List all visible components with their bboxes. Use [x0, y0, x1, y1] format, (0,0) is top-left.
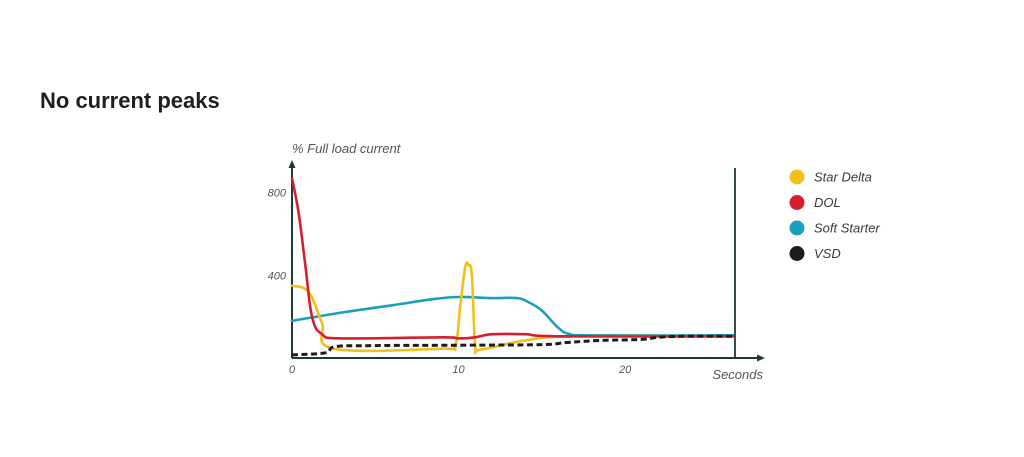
axis-ticks: 800 400 0 10 20 [268, 188, 632, 376]
legend-label: Star Delta [814, 170, 872, 185]
series-line-soft-starter [290, 295, 735, 337]
x-tick-label: 20 [618, 364, 632, 376]
series-line-dol [290, 176, 735, 340]
page-title: No current peaks [40, 88, 220, 113]
legend-label: VSD [814, 246, 841, 261]
x-axis-label: Seconds [712, 367, 763, 382]
x-axis-arrow [757, 354, 765, 362]
legend-label: DOL [814, 195, 841, 210]
y-tick-label: 400 [268, 270, 287, 282]
y-tick-label: 800 [268, 188, 287, 200]
x-tick-label: 10 [452, 364, 465, 376]
legend-swatch-star-delta [789, 169, 805, 185]
legend-label: Soft Starter [814, 221, 880, 236]
legend-swatch-soft-starter [789, 220, 805, 236]
legend-swatch-vsd [789, 246, 805, 261]
y-axis-arrow [288, 160, 296, 168]
legend-swatch-dol [789, 195, 805, 210]
y-axis-label: % Full load current [292, 141, 402, 156]
chart-axes: % Full load current Seconds [288, 141, 765, 382]
x-tick-label: 0 [289, 364, 296, 376]
series-line-star-delta [290, 261, 735, 355]
series-layer [290, 176, 735, 357]
legend: Star Delta DOL Soft Starter VSD [789, 169, 880, 261]
